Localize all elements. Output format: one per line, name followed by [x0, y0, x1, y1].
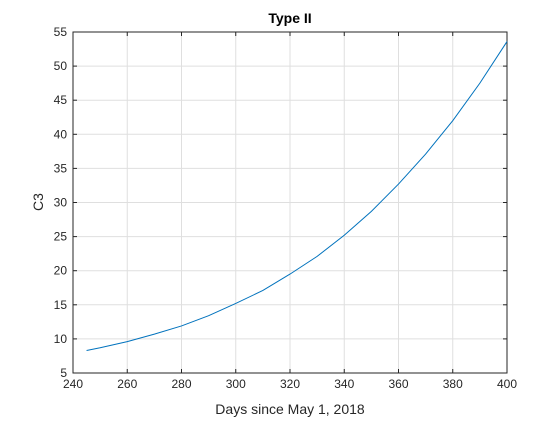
series-layer — [86, 41, 508, 351]
x-tick-label: 340 — [334, 377, 354, 391]
x-tick-label: 320 — [280, 377, 300, 391]
y-tick-label: 40 — [54, 127, 68, 141]
y-tick-label: 35 — [54, 161, 68, 175]
grid — [73, 32, 507, 373]
x-tick-label: 240 — [63, 377, 83, 391]
x-tick-label: 360 — [388, 377, 408, 391]
y-tick-label: 10 — [54, 332, 68, 346]
y-tick-label: 30 — [54, 196, 68, 210]
y-tick-label: 50 — [54, 59, 68, 73]
x-tick-label: 300 — [226, 377, 246, 391]
y-tick-label: 5 — [60, 366, 67, 380]
x-tick-label: 380 — [443, 377, 463, 391]
series-line — [86, 41, 508, 351]
y-axis-label: C3 — [30, 193, 46, 211]
y-tick-label: 45 — [54, 93, 68, 107]
x-axis-ticks: 240 260 280 300 320 340 360 380 400 — [63, 32, 517, 391]
y-tick-label: 15 — [54, 298, 68, 312]
y-tick-label: 25 — [54, 230, 68, 244]
y-tick-label: 20 — [54, 264, 68, 278]
y-tick-label: 55 — [54, 25, 68, 39]
chart-title: Type II — [268, 10, 311, 26]
y-axis-ticks: 5 10 15 20 25 30 35 40 45 50 55 — [54, 25, 507, 380]
x-tick-label: 260 — [117, 377, 137, 391]
x-tick-label: 280 — [171, 377, 191, 391]
x-axis-label: Days since May 1, 2018 — [215, 401, 365, 417]
x-tick-label: 400 — [497, 377, 517, 391]
